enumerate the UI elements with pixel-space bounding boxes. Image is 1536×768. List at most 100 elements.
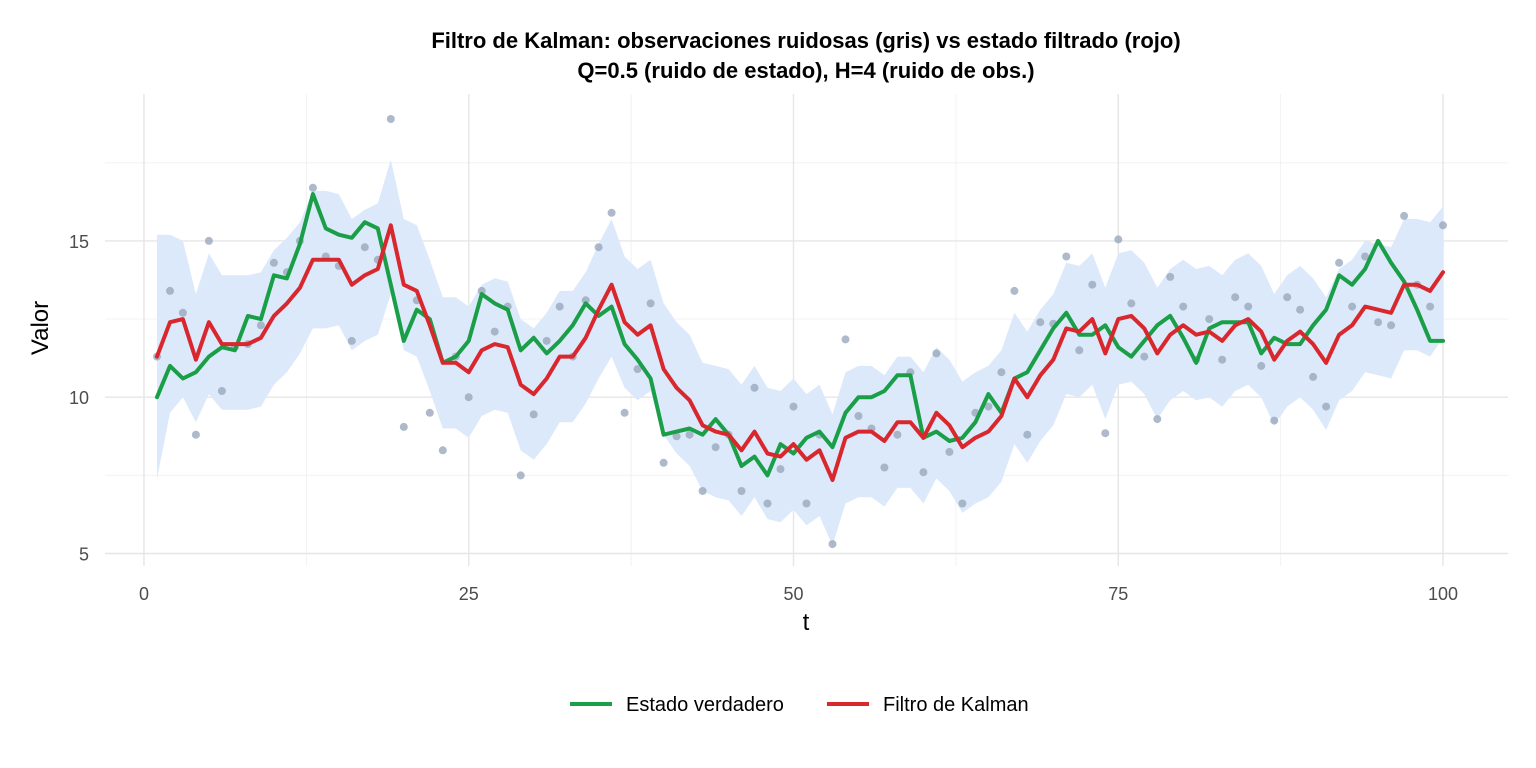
- series-line-estado-verdadero: [155, 192, 1445, 478]
- observation-point: [1127, 299, 1136, 308]
- observation-point: [1374, 318, 1383, 327]
- chart-title: Filtro de Kalman: observaciones ruidosas…: [431, 28, 1180, 53]
- legend-label-filtro-de-kalman: Filtro de Kalman: [883, 694, 1029, 716]
- observation-point: [438, 446, 447, 455]
- observation-point: [166, 286, 174, 295]
- y-tick-label: 10: [69, 388, 89, 408]
- confidence-band: [157, 159, 1443, 546]
- observation-point: [594, 243, 603, 252]
- observation-point: [1426, 302, 1435, 311]
- x-tick-label: 75: [1108, 584, 1128, 604]
- observation-point: [464, 393, 473, 402]
- observation-point: [477, 286, 486, 295]
- series-lines-layer: [155, 192, 1445, 482]
- y-tick-labels: 5 10 15: [69, 232, 89, 565]
- chart-subtitle: Q=0.5 (ruido de estado), H=4 (ruido de o…: [577, 58, 1034, 83]
- observation-point: [750, 383, 759, 392]
- observation-point: [1114, 235, 1123, 244]
- observation-point: [542, 336, 551, 345]
- observation-point: [1166, 272, 1175, 281]
- observation-point: [893, 430, 902, 439]
- observation-point: [685, 430, 694, 439]
- observation-point: [1400, 211, 1409, 220]
- observation-point: [178, 308, 187, 317]
- observation-point: [217, 387, 226, 395]
- observation-point: [581, 296, 590, 305]
- legend: Estado verdadero Filtro de Kalman: [570, 694, 1029, 716]
- observation-point: [490, 327, 499, 336]
- confidence-band-layer: [157, 159, 1443, 546]
- observation-point: [880, 463, 889, 472]
- observation-point: [737, 487, 746, 495]
- series-line-filtro-de-kalman: [155, 223, 1445, 482]
- observation-point: [1335, 258, 1344, 267]
- legend-label-estado-verdadero: Estado verdadero: [626, 694, 784, 716]
- observation-point: [1023, 430, 1032, 439]
- observation-point: [347, 336, 356, 345]
- observation-point: [1101, 429, 1110, 438]
- observation-point: [698, 487, 707, 495]
- observation-point: [620, 408, 629, 417]
- observation-point: [1296, 305, 1305, 314]
- observation-point: [1283, 293, 1292, 302]
- observation-point: [1231, 293, 1240, 302]
- observation-point: [919, 468, 928, 477]
- x-axis-title: t: [803, 609, 810, 636]
- observation-point: [1062, 252, 1071, 261]
- observation-point: [516, 471, 525, 480]
- observation-point: [1179, 302, 1188, 311]
- observation-point: [646, 299, 655, 308]
- observation-point: [1140, 352, 1149, 361]
- y-tick-label: 5: [79, 544, 89, 564]
- observation-point: [1270, 416, 1279, 425]
- observation-point: [763, 499, 772, 508]
- observation-point: [776, 465, 785, 474]
- observation-point: [256, 321, 265, 330]
- observation-point: [854, 412, 863, 420]
- observation-point: [1205, 315, 1214, 324]
- observation-point: [997, 368, 1006, 377]
- observation-point: [958, 499, 967, 508]
- observation-point: [399, 422, 408, 431]
- observation-point: [1218, 355, 1227, 364]
- observation-point: [529, 410, 538, 419]
- observation-point: [555, 302, 564, 311]
- observation-point: [1309, 372, 1318, 381]
- observation-point: [1439, 221, 1447, 230]
- observation-point: [789, 402, 798, 411]
- y-axis-title: Valor: [27, 301, 54, 355]
- observation-point: [191, 430, 200, 439]
- observation-point: [932, 349, 941, 358]
- observation-point: [711, 443, 720, 452]
- observation-point: [1036, 318, 1045, 327]
- observation-point: [841, 335, 850, 344]
- observation-point: [1010, 286, 1019, 295]
- observation-point: [425, 408, 434, 417]
- observation-point: [828, 540, 837, 549]
- observation-point: [607, 208, 616, 217]
- observation-point: [1075, 346, 1084, 355]
- x-tick-label: 100: [1428, 584, 1458, 604]
- observation-point: [802, 499, 811, 508]
- observation-point: [204, 236, 213, 245]
- x-tick-labels: 0 25 50 75 100: [139, 584, 1458, 604]
- observation-point: [1257, 361, 1266, 370]
- observation-point: [633, 365, 642, 374]
- observation-point: [386, 115, 395, 123]
- observation-point: [945, 447, 954, 456]
- observation-point: [659, 458, 668, 467]
- observation-point: [1153, 415, 1162, 424]
- observation-point: [360, 243, 369, 252]
- x-tick-label: 25: [459, 584, 479, 604]
- observation-point: [1244, 302, 1253, 311]
- y-tick-label: 15: [69, 232, 89, 252]
- observation-point: [1322, 402, 1331, 411]
- observation-point: [1387, 321, 1396, 330]
- observation-point: [672, 432, 681, 441]
- observation-point: [308, 183, 317, 192]
- observation-point: [1361, 252, 1370, 261]
- x-tick-label: 50: [783, 584, 803, 604]
- x-tick-label: 0: [139, 584, 149, 604]
